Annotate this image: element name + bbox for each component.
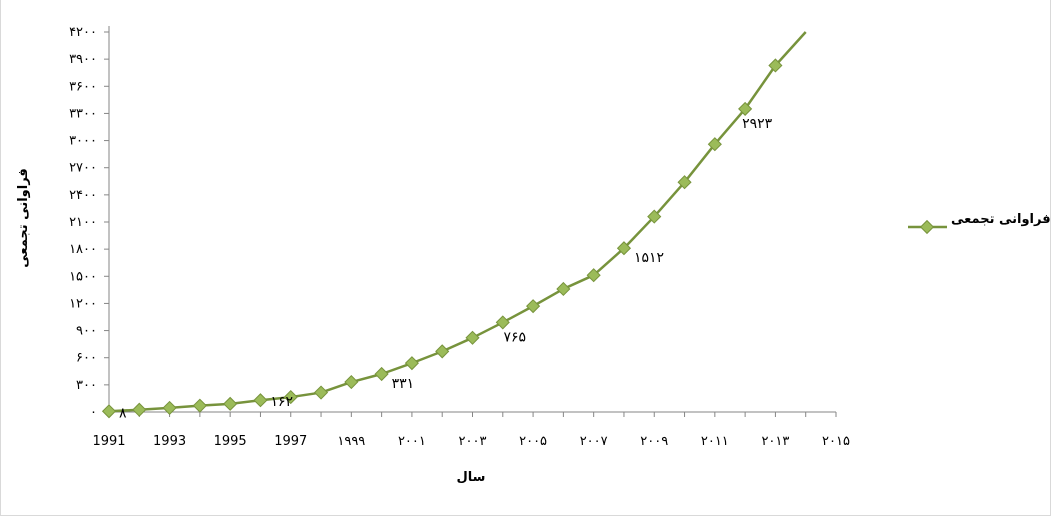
y-axis-title: فراوانی تجمعی xyxy=(16,168,31,268)
y-axis: ۰ ۳۰۰ ۶۰۰ ۹۰۰ ۱۲۰۰ ۱۵۰۰ ۱۸۰۰ ۲۱۰۰ ۲۴۰۰ ۲۷۰۰ ۳۰۰۰ ۳۳… xyxy=(69,25,110,420)
y-tick-label: ۳۶۰۰ xyxy=(69,79,97,94)
x-axis-title: سال xyxy=(457,470,486,485)
x-tick-label: ۲۰۰۳ xyxy=(459,434,487,449)
y-tick-label: ۲۱۰۰ xyxy=(69,215,97,230)
data-point-marker xyxy=(526,299,541,314)
data-point-marker xyxy=(768,58,783,73)
data-point-marker xyxy=(495,315,510,330)
data-point-marker xyxy=(132,402,147,417)
x-tick-label: ۱۹۹۹ xyxy=(337,434,365,449)
series-layer xyxy=(101,31,807,419)
x-tick-label: ۲۰۱۱ xyxy=(701,434,729,449)
data-label: ۱۶۲ xyxy=(270,394,293,410)
data-point-marker xyxy=(344,374,359,390)
data-label: ۷۶۵ xyxy=(504,329,527,345)
y-tick-label: ۶۰۰ xyxy=(76,351,97,366)
data-point-marker xyxy=(465,330,480,345)
data-point-marker xyxy=(374,366,389,382)
y-tick-label: ۳۳۰۰ xyxy=(69,106,97,121)
x-tick-label: ۲۰۱۵ xyxy=(822,434,850,449)
data-point-marker xyxy=(677,175,692,190)
x-tick-label: 1993 xyxy=(153,434,186,449)
x-tick-label: ۲۰۰۷ xyxy=(580,434,608,449)
x-tick-label: 1995 xyxy=(214,434,247,449)
data-point-marker xyxy=(647,209,662,224)
y-tick-label: ۱۵۰۰ xyxy=(69,269,97,284)
x-axis: 1991 1993 1995 1997 ۱۹۹۹ ۲۰۰۱ ۲۰۰۳ ۲۰۰۵ ۲۰۰۷ ۲۰۰۹… xyxy=(92,411,850,449)
data-point-marker xyxy=(162,400,177,415)
data-label: ۱۵۱۲ xyxy=(634,250,664,266)
y-tick-label: ۲۴۰۰ xyxy=(69,188,97,203)
legend-series-label: فراوانی تجمعی xyxy=(951,212,1051,227)
data-point-marker xyxy=(586,268,601,283)
data-label: ۸ xyxy=(119,405,127,421)
y-tick-label: ۱۸۰۰ xyxy=(69,242,97,257)
data-point-marker xyxy=(435,344,450,359)
y-tick-label: ۱۲۰۰ xyxy=(69,296,97,311)
x-tick-label: 1991 xyxy=(92,434,125,449)
data-point-marker xyxy=(223,396,238,411)
data-point-marker xyxy=(707,137,722,152)
y-tick-label: ۴۲۰۰ xyxy=(69,25,97,40)
x-tick-label: ۲۰۰۱ xyxy=(398,434,426,449)
y-tick-label: ۹۰۰ xyxy=(76,324,97,339)
y-tick-label: ۰ xyxy=(90,405,97,420)
y-tick-label: ۳۰۰ xyxy=(76,378,97,393)
data-point-marker xyxy=(556,281,571,297)
data-point-marker xyxy=(192,398,207,413)
data-point-marker xyxy=(404,356,419,371)
y-tick-label: ۳۰۰۰ xyxy=(69,134,97,149)
data-label: ۲۹۲۳ xyxy=(742,116,773,132)
data-point-marker xyxy=(101,404,117,419)
y-tick-label: ۲۷۰۰ xyxy=(69,161,97,176)
x-tick-label: ۲۰۰۹ xyxy=(640,434,668,449)
data-point-marker xyxy=(283,390,298,405)
series-line xyxy=(108,31,807,413)
x-tick-label: 1997 xyxy=(274,434,307,449)
data-point-marker xyxy=(738,101,753,116)
data-point-marker xyxy=(313,385,329,400)
y-tick-label: ۳۹۰۰ xyxy=(69,52,97,67)
legend-marker-swatch xyxy=(919,219,935,235)
data-label: ۳۳۱ xyxy=(392,376,415,392)
x-tick-label: ۲۰۱۳ xyxy=(761,434,789,449)
legend: فراوانی تجمعی xyxy=(908,212,1051,235)
data-point-marker xyxy=(616,241,632,256)
data-point-marker xyxy=(253,393,268,408)
data-label-layer: ۸ ۱۶۲ ۳۳۱ ۷۶۵ ۱۵۱۲ ۲۹۲۳ xyxy=(119,116,773,421)
x-tick-label: ۲۰۰۵ xyxy=(519,434,547,449)
